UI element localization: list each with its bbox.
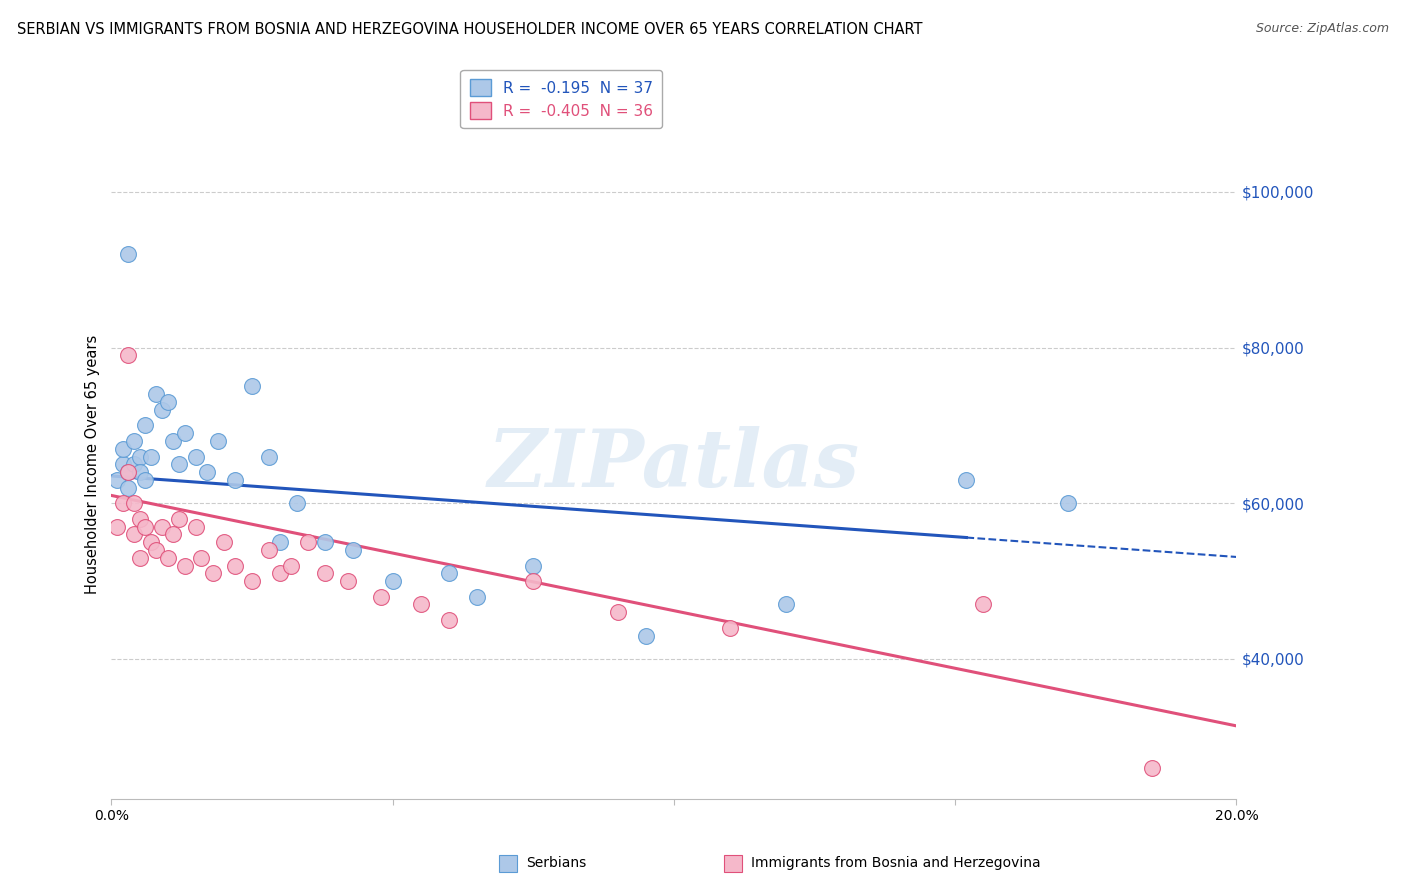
Point: [173, 426, 195, 441]
Point: [370, 590, 392, 604]
Point: [134, 473, 156, 487]
Point: [269, 535, 291, 549]
Point: [134, 519, 156, 533]
Point: [128, 465, 150, 479]
Point: [280, 558, 302, 573]
Point: [342, 543, 364, 558]
Point: [139, 450, 162, 464]
Point: [122, 434, 145, 448]
Point: [522, 574, 544, 588]
Point: [522, 558, 544, 573]
Point: [718, 621, 741, 635]
Point: [1140, 761, 1163, 775]
Point: [122, 527, 145, 541]
Point: [972, 598, 994, 612]
Point: [381, 574, 404, 588]
Point: [336, 574, 359, 588]
Text: Source: ZipAtlas.com: Source: ZipAtlas.com: [1256, 22, 1389, 36]
Point: [117, 247, 139, 261]
Point: [224, 473, 246, 487]
Point: [145, 387, 167, 401]
Point: [117, 465, 139, 479]
Point: [105, 519, 128, 533]
Point: [184, 519, 207, 533]
Point: [128, 550, 150, 565]
Text: Serbians: Serbians: [526, 856, 586, 871]
Point: [190, 550, 212, 565]
Point: [212, 535, 235, 549]
Point: [201, 566, 224, 581]
Point: [314, 535, 336, 549]
Legend: R =  -0.195  N = 37, R =  -0.405  N = 36: R = -0.195 N = 37, R = -0.405 N = 36: [460, 70, 662, 128]
Point: [257, 450, 280, 464]
Point: [409, 598, 432, 612]
Point: [437, 566, 460, 581]
Point: [437, 613, 460, 627]
Point: [128, 512, 150, 526]
Point: [955, 473, 977, 487]
Point: [269, 566, 291, 581]
Y-axis label: Householder Income Over 65 years: Householder Income Over 65 years: [86, 334, 100, 594]
Point: [167, 458, 190, 472]
Point: [1056, 496, 1078, 510]
Point: [285, 496, 308, 510]
Point: [195, 465, 218, 479]
Point: [465, 590, 488, 604]
Point: [173, 558, 195, 573]
Point: [775, 598, 797, 612]
Point: [207, 434, 229, 448]
Point: [111, 458, 134, 472]
Point: [111, 442, 134, 456]
Point: [117, 465, 139, 479]
Text: Immigrants from Bosnia and Herzegovina: Immigrants from Bosnia and Herzegovina: [751, 856, 1040, 871]
Point: [240, 574, 263, 588]
Point: [156, 550, 179, 565]
Point: [606, 605, 628, 619]
Point: [122, 458, 145, 472]
Point: [162, 434, 184, 448]
Point: [117, 481, 139, 495]
Point: [134, 418, 156, 433]
Point: [117, 348, 139, 362]
Text: ZIPatlas: ZIPatlas: [488, 425, 860, 503]
Point: [128, 450, 150, 464]
Point: [105, 473, 128, 487]
Point: [167, 512, 190, 526]
Point: [150, 402, 173, 417]
Point: [240, 379, 263, 393]
Point: [139, 535, 162, 549]
Point: [257, 543, 280, 558]
Point: [150, 519, 173, 533]
Point: [314, 566, 336, 581]
Point: [297, 535, 319, 549]
Point: [111, 496, 134, 510]
Point: [145, 543, 167, 558]
Point: [122, 496, 145, 510]
Text: SERBIAN VS IMMIGRANTS FROM BOSNIA AND HERZEGOVINA HOUSEHOLDER INCOME OVER 65 YEA: SERBIAN VS IMMIGRANTS FROM BOSNIA AND HE…: [17, 22, 922, 37]
Point: [224, 558, 246, 573]
Point: [184, 450, 207, 464]
Point: [634, 629, 657, 643]
Point: [156, 395, 179, 409]
Point: [162, 527, 184, 541]
